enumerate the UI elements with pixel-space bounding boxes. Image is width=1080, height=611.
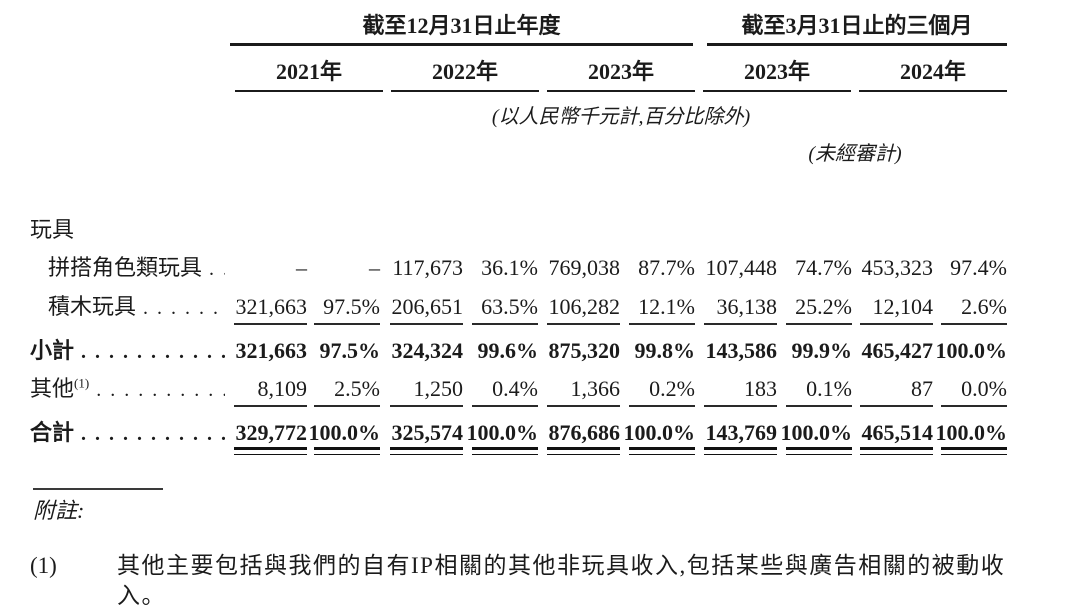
footnote-marker: (1) (30, 553, 57, 578)
cell-percent: 100.0% (307, 418, 380, 455)
cell-value: – (296, 255, 307, 280)
row-label: 積木玩具 (30, 292, 235, 323)
cell-percent: 99.8% (634, 338, 696, 363)
period-header-annual-label: 截至12月31日止年度 (362, 13, 561, 38)
cell-value: 117,673 (392, 255, 463, 280)
dot-leader (96, 375, 225, 405)
cell-value: 769,038 (548, 255, 621, 280)
cell-value: 36,138 (695, 292, 777, 325)
cell-value: 8,109 (234, 374, 307, 407)
cell-percent: 99.9% (791, 338, 853, 363)
dot-leader (81, 337, 225, 367)
cell-percent: 74.7% (795, 255, 852, 280)
cell-value: 206,651 (380, 292, 463, 325)
cell-percent: 25.2% (777, 292, 852, 325)
cell-value: 324,324 (391, 338, 464, 363)
section-label-text: 玩具 (30, 217, 75, 242)
cell-value: 875,320 (548, 338, 621, 363)
cell-percent: 63.5% (463, 292, 538, 325)
cell-value: 1,250 (380, 374, 463, 407)
cell-percent: 100.0% (463, 418, 538, 455)
cell-value: 143,769 (695, 418, 777, 455)
dot-leader (143, 293, 225, 323)
table-row-building-block-toys: 積木玩具 321,663 97.5% 206,651 63.5% 106,282… (30, 292, 1007, 325)
footnotes-heading: 附註: (33, 498, 85, 523)
footnote-separator (33, 488, 163, 490)
cell-percent: 97.5% (319, 338, 381, 363)
cell-percent: 87.7% (638, 255, 695, 280)
cell-value: 321,663 (235, 338, 308, 363)
period-header-quarterly: 截至3月31日止的三個月 (707, 12, 1007, 46)
cell-value: 325,574 (380, 418, 463, 455)
cell-percent: 0.0% (933, 374, 1007, 407)
row-label: 小計 (30, 336, 235, 367)
unaudited-note: (未經審計) (808, 143, 902, 165)
cell-percent: 97.4% (950, 255, 1007, 280)
cell-value: 329,772 (234, 418, 307, 455)
table-row-total: 合計 329,772 100.0% 325,574 100.0% 876,686… (30, 418, 1007, 455)
row-label: 拼搭角色類玩具 (30, 253, 235, 284)
period-header-row: 截至12月31日止年度 截至3月31日止的三個月 (230, 12, 1007, 46)
cell-percent: 12.1% (620, 292, 695, 325)
cell-value: 465,514 (852, 418, 933, 455)
currency-unit-note: (以人民幣千元計,百分比除外) (491, 106, 751, 128)
period-header-quarterly-label: 截至3月31日止的三個月 (741, 13, 973, 38)
cell-percent: 100.0% (620, 418, 695, 455)
prospectus-page: { "colors": {"text": "#1b1b1b", "rule": … (0, 0, 1080, 589)
dot-leader (81, 419, 225, 449)
cell-percent: – (369, 255, 380, 280)
footnote-ref-1: (1) (74, 375, 90, 391)
cell-percent: 99.6% (477, 338, 539, 363)
cell-percent: 2.6% (933, 292, 1007, 325)
year-header-2024-q1: 2024年 (859, 58, 1007, 92)
cell-value: 321,663 (234, 292, 307, 325)
table-row-assembled-character-toys: 拼搭角色類玩具 – – 117,673 36.1% 769,038 87.7% … (30, 253, 1007, 283)
row-label: 合計 (30, 418, 235, 449)
cell-percent: 0.1% (777, 374, 852, 407)
section-row-toys: 玩具 (30, 215, 1007, 245)
section-label: 玩具 (30, 215, 235, 245)
dot-leader (209, 254, 225, 284)
cell-value: 12,104 (852, 292, 933, 325)
year-header-2022: 2022年 (391, 58, 539, 92)
cell-value: 106,282 (538, 292, 620, 325)
cell-value: 1,366 (538, 374, 620, 407)
cell-percent: 100.0% (933, 418, 1007, 455)
cell-value: 876,686 (538, 418, 620, 455)
cell-percent: 0.2% (620, 374, 695, 407)
cell-value: 143,586 (705, 338, 778, 363)
cell-value: 453,323 (861, 255, 934, 280)
footnote-item-1: (1) 其他主要包括與我們的自有IP相關的其他非玩具收入,包括某些與廣告相關的被… (30, 551, 1040, 611)
year-header-row: 2021年 2022年 2023年 2023年 2024年 (235, 58, 1007, 92)
cell-value: 107,448 (705, 255, 778, 280)
cell-percent: 100.0% (777, 418, 852, 455)
year-header-2023-q1: 2023年 (703, 58, 851, 92)
year-header-2021: 2021年 (235, 58, 383, 92)
table-row-subtotal: 小計 321,663 97.5% 324,324 99.6% 875,320 9… (30, 336, 1007, 366)
cell-percent: 2.5% (307, 374, 380, 407)
cell-percent: 0.4% (463, 374, 538, 407)
cell-value: 465,427 (861, 338, 934, 363)
table-row-others: 其他(1) 8,109 2.5% 1,250 0.4% 1,366 0.2% 1… (30, 374, 1007, 407)
cell-percent: 36.1% (481, 255, 538, 280)
cell-value: 183 (695, 374, 777, 407)
cell-percent: 97.5% (307, 292, 380, 325)
period-header-annual: 截至12月31日止年度 (230, 12, 693, 46)
row-label: 其他(1) (30, 374, 235, 405)
cell-value: 87 (852, 374, 933, 407)
year-header-2023: 2023年 (547, 58, 695, 92)
cell-percent: 100.0% (935, 338, 1008, 363)
footnote-text: 其他主要包括與我們的自有IP相關的其他非玩具收入,包括某些與廣告相關的被動收入。 (117, 553, 1006, 608)
